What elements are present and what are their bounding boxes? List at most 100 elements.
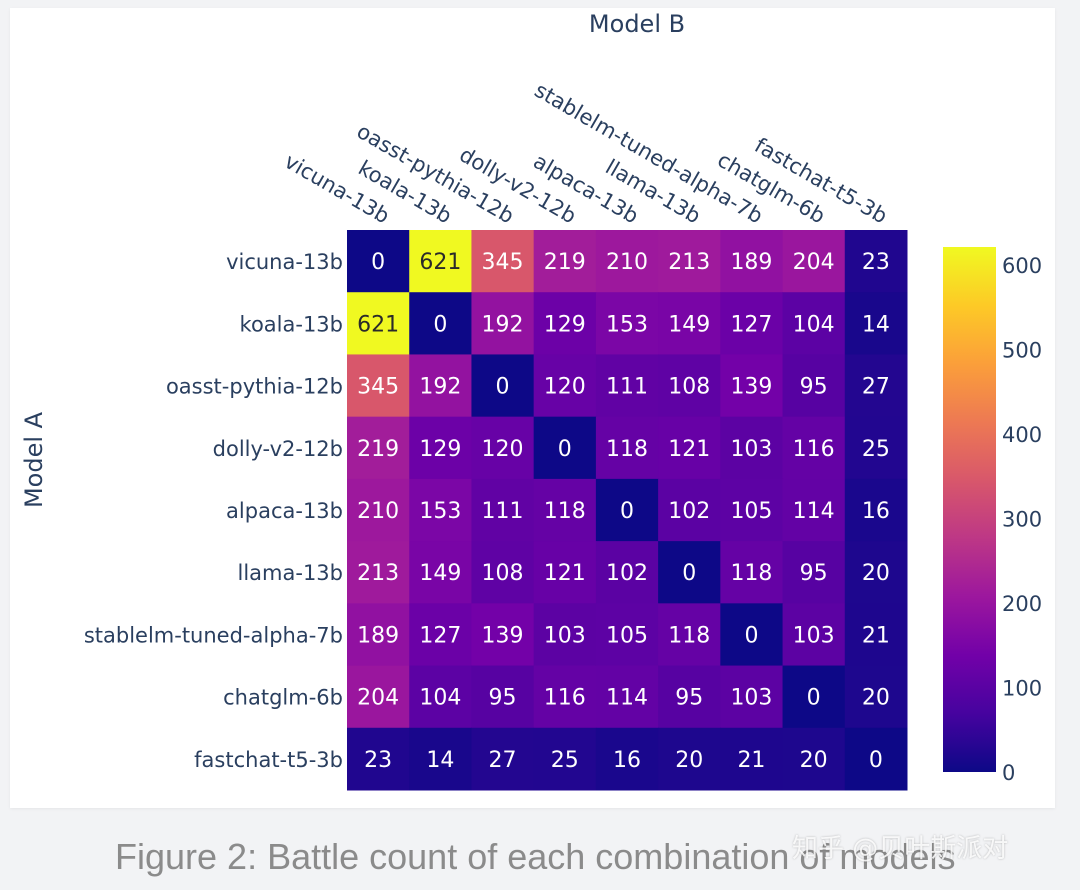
heatmap-cell	[409, 541, 472, 604]
colorbar-tick-label: 600	[1002, 254, 1042, 278]
cell-value-label: 204	[793, 250, 835, 275]
heatmap-cell	[409, 416, 472, 480]
heatmap-cell	[658, 354, 721, 418]
heatmap-cell	[471, 541, 535, 604]
chart-card: 0 621 345 219 210 213 189 204 23 621 0 192 129 153 149…	[10, 8, 1055, 808]
heatmap-cell	[533, 603, 597, 667]
y-axis-title: Model A	[20, 411, 48, 508]
heatmap-cell	[844, 478, 908, 542]
cell-value-label: 104	[793, 312, 835, 337]
cell-value-label: 189	[730, 250, 772, 275]
heatmap-cell	[533, 230, 597, 293]
heatmap-cell	[658, 665, 721, 729]
cell-value-label: 16	[862, 499, 890, 524]
cell-value-label: 149	[668, 312, 710, 337]
heatmap-cell	[658, 478, 721, 542]
cell-value-label: 0	[869, 748, 883, 773]
cell-value-label: 21	[862, 623, 890, 648]
heatmap-cell	[658, 416, 721, 480]
cell-value-label: 27	[862, 375, 890, 400]
heatmap-cell	[347, 354, 410, 418]
heatmap-cell	[844, 230, 908, 293]
y-tick-label: alpaca-13b	[226, 499, 343, 523]
cell-value-label: 118	[544, 499, 586, 524]
heatmap-cell	[409, 603, 472, 667]
cell-value-label: 0	[558, 437, 572, 462]
cell-value-label: 118	[668, 623, 710, 648]
cell-value-label: 14	[426, 748, 454, 773]
cell-value-label: 192	[419, 375, 461, 400]
heatmap-cell	[720, 354, 784, 418]
figure-caption: Figure 2: Battle count of each combinati…	[115, 836, 956, 877]
cell-value-label: 20	[862, 561, 890, 586]
cell-value-label: 103	[544, 623, 586, 648]
cell-value-label: 127	[730, 312, 772, 337]
cell-value-label: 118	[606, 437, 648, 462]
heatmap-cell	[720, 292, 784, 355]
heatmap-cell	[782, 416, 846, 480]
heatmap-cell	[347, 727, 410, 791]
heatmap-cell	[782, 603, 846, 667]
heatmap-cell	[658, 727, 721, 791]
cell-value-label: 0	[682, 561, 696, 586]
heatmap-cell	[844, 727, 908, 791]
y-tick-label: dolly-v2-12b	[213, 437, 343, 461]
cell-value-label: 621	[357, 312, 399, 337]
heatmap-cell	[595, 665, 659, 729]
heatmap-cell	[720, 603, 784, 667]
y-tick-label: llama-13b	[238, 561, 344, 585]
heatmap-cell	[844, 665, 908, 729]
heatmap-cell	[347, 230, 410, 293]
colorbar-tick-label: 500	[1002, 338, 1042, 362]
cell-value-label: 129	[544, 312, 586, 337]
cell-value-label: 210	[606, 250, 648, 275]
heatmap-cell	[533, 727, 597, 791]
cell-value-label: 95	[800, 375, 828, 400]
cell-value-label: 20	[862, 686, 890, 711]
heatmap-cell	[844, 292, 908, 355]
heatmap-cell	[471, 292, 535, 355]
x-axis-title: Model B	[589, 10, 685, 38]
cell-value-label: 210	[357, 499, 399, 524]
cell-value-label: 95	[800, 561, 828, 586]
cell-value-label: 23	[862, 250, 890, 275]
heatmap-cell	[658, 541, 721, 604]
heatmap-cell	[471, 230, 535, 293]
cell-value-label: 0	[433, 312, 447, 337]
heatmap-cell	[782, 478, 846, 542]
y-tick-label: koala-13b	[240, 312, 343, 336]
heatmap-cell	[409, 230, 472, 293]
heatmap-cell	[595, 354, 659, 418]
colorbar	[943, 247, 996, 772]
heatmap-cell	[471, 603, 535, 667]
heatmap-cell	[533, 354, 597, 418]
heatmap-cell	[658, 292, 721, 355]
colorbar-tick-label: 0	[1002, 761, 1015, 785]
cell-value-label: 16	[613, 748, 641, 773]
cell-value-label: 114	[793, 499, 835, 524]
cell-value-label: 14	[862, 312, 890, 337]
watermark: 知乎 @贝叶斯派对	[792, 834, 1009, 864]
heatmap-cell	[720, 478, 784, 542]
cell-value-label: 116	[544, 686, 586, 711]
heatmap-cell	[720, 665, 784, 729]
cell-value-label: 153	[419, 499, 461, 524]
heatmap-cell	[844, 603, 908, 667]
cell-value-label: 204	[357, 686, 399, 711]
heatmap-cell	[347, 416, 410, 480]
cell-value-label: 139	[730, 375, 772, 400]
heatmap-cell	[409, 727, 472, 791]
y-tick-label: fastchat-t5-3b	[194, 748, 343, 772]
cell-value-label: 118	[730, 561, 772, 586]
cell-value-label: 213	[357, 561, 399, 586]
heatmap-cell	[595, 292, 659, 355]
cell-value-label: 105	[606, 623, 648, 648]
heatmap-cell	[409, 478, 472, 542]
heatmap-cell	[347, 292, 410, 355]
heatmap-cell	[347, 665, 410, 729]
cell-value-label: 0	[371, 250, 385, 275]
cell-value-label: 121	[668, 437, 710, 462]
cell-value-label: 345	[357, 375, 399, 400]
colorbar-tick-label: 300	[1002, 507, 1042, 531]
heatmap-cell	[471, 478, 535, 542]
